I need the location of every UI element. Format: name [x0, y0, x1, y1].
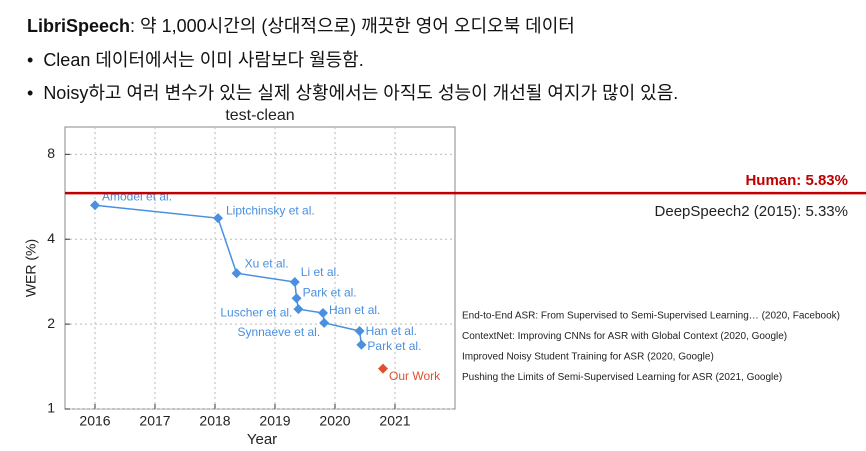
- y-axis-label: WER (%): [23, 239, 39, 297]
- x-tick-label: 2019: [259, 413, 290, 429]
- heading-term: LibriSpeech: [27, 16, 131, 36]
- annotation: ContextNet: Improving CNNs for ASR with …: [462, 331, 787, 342]
- point-label: Luscher et al.: [220, 305, 292, 319]
- point-label: Park et al.: [303, 285, 357, 299]
- data-point: [354, 326, 365, 337]
- data-point: [289, 277, 300, 288]
- x-tick-label: 2020: [319, 413, 350, 429]
- data-point: [90, 200, 100, 211]
- heading-text: : 약 1,000시간의 (상대적으로) 깨끗한 영어 오디오북 데이터: [130, 16, 575, 36]
- data-point: [231, 268, 242, 279]
- data-point: [319, 317, 330, 328]
- y-tick-label: 1: [47, 400, 55, 416]
- y-tick-label: 2: [47, 315, 55, 331]
- data-point: [356, 339, 367, 350]
- bullet: Noisy하고 여러 변수가 있는 실제 상황에서는 아직도 성능이 개선될 여…: [27, 79, 678, 105]
- data-point: [318, 307, 328, 318]
- data-point: [291, 293, 302, 304]
- x-tick-label: 2016: [79, 413, 110, 429]
- annotation: Improved Noisy Student Training for ASR …: [462, 352, 714, 363]
- point-label: Xu et al.: [245, 256, 289, 270]
- x-tick-label: 2021: [379, 413, 410, 429]
- data-point: [378, 363, 388, 374]
- point-label: Han et al.: [329, 303, 380, 317]
- y-tick-label: 8: [47, 145, 55, 161]
- data-point: [213, 213, 223, 224]
- point-label: Li et al.: [301, 265, 340, 279]
- slide-heading: LibriSpeech: 약 1,000시간의 (상대적으로) 깨끗한 영어 오…: [27, 12, 575, 38]
- point-label: Amodei et al.: [102, 189, 172, 203]
- x-tick-label: 2017: [139, 413, 170, 429]
- chart-title: test-clean: [225, 107, 294, 124]
- annotation: Pushing the Limits of Semi-Supervised Le…: [462, 372, 782, 383]
- bullet: Clean 데이터에서는 이미 사람보다 월등함.: [27, 46, 363, 72]
- point-label: Han et al.: [366, 324, 417, 338]
- annotation: End-to-End ASR: From Supervised to Semi-…: [462, 311, 840, 322]
- y-tick-label: 4: [47, 230, 55, 246]
- series-line: [94, 204, 363, 345]
- x-axis-label: Year: [247, 431, 277, 448]
- point-label: Our Work: [389, 369, 441, 383]
- point-label: Park et al.: [367, 339, 421, 353]
- reference-label: Human: 5.83%: [745, 172, 848, 189]
- point-label: Liptchinsky et al.: [226, 203, 315, 217]
- annotation: DeepSpeech2 (2015): 5.33%: [655, 203, 848, 220]
- x-tick-label: 2018: [199, 413, 230, 429]
- data-point: [293, 304, 304, 315]
- point-label: Synnaeve et al.: [237, 325, 320, 339]
